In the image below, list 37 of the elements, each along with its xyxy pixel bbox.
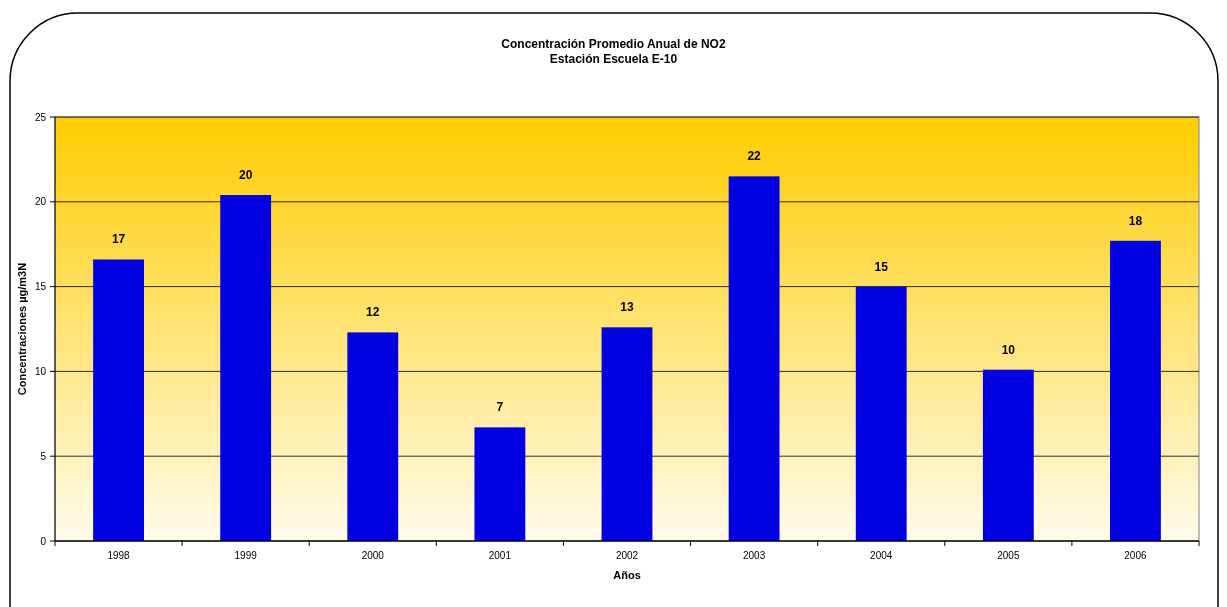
- bar: [93, 259, 144, 541]
- bar: [1110, 240, 1161, 541]
- data-label: 10: [1001, 342, 1016, 357]
- y-tick-label: 10: [34, 365, 47, 377]
- y-tick-label: 0: [40, 535, 47, 547]
- data-label: 18: [1128, 213, 1143, 228]
- data-label: 22: [747, 149, 762, 164]
- x-tick-label: 2000: [361, 550, 385, 561]
- data-label: 12: [366, 305, 380, 320]
- y-tick-label: 5: [40, 450, 47, 462]
- bar: [220, 195, 272, 541]
- y-tick-label: 15: [34, 281, 47, 293]
- y-tick-label: 25: [34, 111, 47, 123]
- data-label: 17: [111, 232, 126, 247]
- x-tick-label: 1998: [107, 550, 131, 561]
- x-tick-label: 2001: [488, 550, 512, 561]
- bar: [855, 286, 907, 541]
- y-axis-title: Concentraciones µg/m3N: [16, 262, 28, 396]
- data-label: 20: [238, 168, 253, 183]
- x-tick-label: 2006: [1124, 550, 1147, 561]
- chart-title: Concentración Promedio Anual de NO2: [501, 37, 726, 51]
- x-tick-label: 2004: [870, 550, 893, 561]
- x-axis-title: Años: [613, 569, 641, 581]
- x-tick-label: 2002: [615, 550, 639, 561]
- x-tick-label: 2003: [742, 550, 766, 561]
- chart-subtitle: Estación Escuela E-10: [549, 52, 678, 66]
- bar: [347, 332, 399, 541]
- bar: [474, 427, 526, 541]
- data-label: 13: [620, 300, 634, 315]
- y-tick-label: 20: [34, 196, 47, 208]
- bar: [728, 176, 780, 541]
- bar: [601, 327, 653, 541]
- data-label: 7: [496, 400, 504, 415]
- x-tick-label: 1999: [234, 550, 258, 561]
- x-tick-label: 2005: [997, 550, 1020, 561]
- bar: [982, 369, 1034, 541]
- data-label: 15: [874, 259, 889, 274]
